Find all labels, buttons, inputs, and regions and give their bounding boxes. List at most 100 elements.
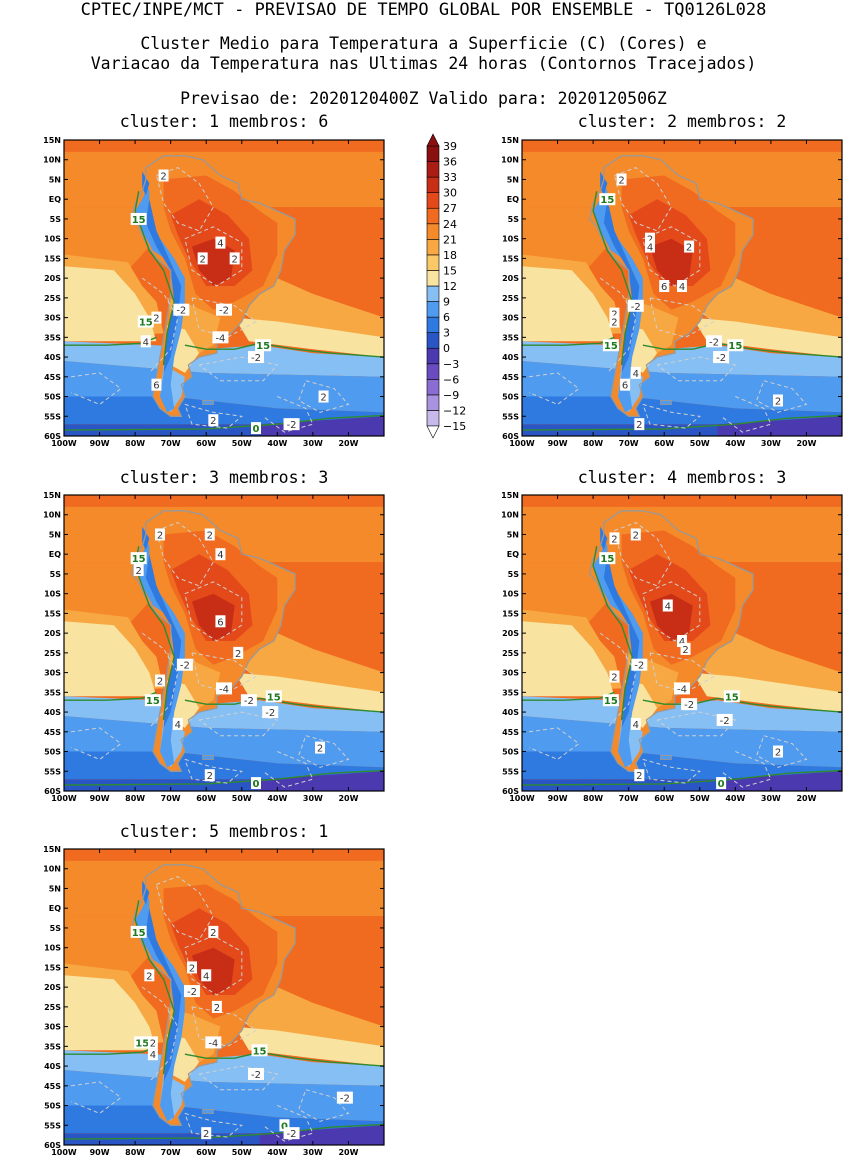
svg-text:15: 15: [267, 692, 281, 703]
colorbar-level-label: 39: [443, 140, 457, 153]
lat-tick-label: 35S: [502, 688, 519, 697]
panel-title-cluster-3: cluster: 3 membros: 3: [119, 468, 329, 487]
temperature-contour-label: 15: [251, 1044, 268, 1057]
colorbar-level-label: 3: [443, 327, 450, 340]
temperature-contour-label: 15: [602, 694, 619, 707]
lat-tick-label: 25S: [502, 294, 519, 303]
svg-text:4: 4: [175, 720, 181, 731]
lon-tick-label: 100W: [51, 1148, 77, 1157]
lon-tick-label: 90W: [548, 794, 568, 803]
svg-text:6: 6: [622, 381, 628, 392]
lat-tick-label: 5N: [49, 530, 61, 539]
svg-text:2: 2: [611, 673, 617, 684]
svg-text:2: 2: [135, 566, 141, 577]
svg-text:-2: -2: [720, 716, 730, 727]
svg-text:-2: -2: [287, 1129, 297, 1140]
lat-tick-label: 50S: [502, 748, 519, 757]
lat-tick-label: 30S: [44, 1023, 61, 1032]
lon-tick-label: 80W: [583, 439, 603, 448]
lon-tick-label: 90W: [90, 1148, 110, 1157]
temperature-contour-label: 0: [716, 777, 727, 790]
lat-tick-label: 15N: [501, 136, 519, 145]
svg-text:2: 2: [203, 1129, 209, 1140]
svg-text:2: 2: [618, 175, 624, 186]
anomaly-contour-label: 2: [204, 769, 215, 782]
svg-text:2: 2: [231, 254, 237, 265]
anomaly-contour-label: 4: [215, 236, 226, 250]
panel-title-cluster-2: cluster: 2 membros: 2: [577, 112, 787, 131]
svg-text:15: 15: [132, 554, 146, 565]
svg-text:2: 2: [207, 771, 213, 782]
lon-tick-label: 50W: [690, 794, 710, 803]
anomaly-contour-label: 6: [151, 378, 162, 392]
anomaly-contour-label: 4: [201, 969, 212, 982]
svg-text:2: 2: [157, 530, 163, 541]
anomaly-contour-label: -2: [216, 303, 232, 317]
anomaly-contour-label: -2: [283, 1127, 300, 1140]
temperature-contour-label: 15: [144, 694, 161, 707]
lat-tick-label: 40S: [44, 708, 61, 717]
anomaly-contour-label: -4: [205, 1036, 222, 1049]
colorbar-level-label: 12: [443, 280, 457, 293]
lon-tick-label: 70W: [161, 439, 181, 448]
temperature-contour-label: 0: [251, 422, 261, 435]
svg-text:2: 2: [636, 771, 642, 782]
lat-tick-label: 50S: [44, 1102, 61, 1111]
anomaly-contour-label: 2: [609, 670, 620, 684]
anomaly-contour-label: 2: [318, 390, 329, 404]
svg-text:2: 2: [320, 393, 326, 404]
anomaly-contour-label: -2: [283, 418, 300, 431]
svg-text:-2: -2: [251, 1070, 261, 1081]
anomaly-contour-label: 2: [684, 240, 695, 254]
lat-tick-label: 35S: [44, 688, 61, 697]
lat-tick-label: 10S: [44, 944, 61, 953]
panel-title-cluster-5: cluster: 5 membros: 1: [119, 822, 329, 841]
colorbar-swatch: [426, 176, 440, 193]
lon-tick-label: 40W: [267, 439, 287, 448]
anomaly-contour-label: 4: [677, 280, 687, 293]
temperature-contour-label: 15: [255, 339, 272, 352]
svg-text:-4: -4: [677, 684, 687, 695]
svg-text:6: 6: [661, 282, 667, 293]
lat-tick-label: 60S: [502, 432, 519, 441]
colorbar-level-label: −12: [443, 404, 466, 417]
colorbar-swatch: [426, 347, 440, 365]
anomaly-contour-label: -2: [336, 1091, 353, 1105]
anomaly-contour-label: 2: [609, 315, 620, 329]
svg-text:15: 15: [135, 1038, 149, 1049]
anomaly-contour-label: -2: [627, 299, 644, 313]
lat-tick-label: 10N: [501, 511, 519, 520]
anomaly-contour-label: 2: [630, 528, 641, 541]
lon-tick-label: 80W: [125, 439, 145, 448]
svg-text:4: 4: [217, 239, 223, 250]
lon-tick-label: 80W: [125, 794, 145, 803]
svg-text:4: 4: [217, 550, 223, 561]
svg-text:2: 2: [207, 530, 213, 541]
figure-title-line-3: Variacao da Temperatura nas Ultimas 24 h…: [90, 54, 757, 73]
colorbar-level-label: 30: [443, 187, 457, 200]
svg-text:15: 15: [132, 215, 146, 226]
colorbar-swatch: [426, 239, 440, 256]
anomaly-contour-label: 2: [634, 418, 645, 431]
lat-tick-label: 10S: [44, 590, 61, 599]
svg-text:-4: -4: [215, 333, 225, 344]
lat-tick-label: 40S: [44, 353, 61, 362]
lon-tick-label: 40W: [267, 794, 287, 803]
temperature-contour-label: 15: [137, 315, 154, 329]
temperature-contour-label: 15: [599, 552, 616, 565]
map-panel-cluster-4: 15N 10N 5N EQ 5S 10S 15S 20S 25S 30S 35S 40S 45S 50S 5…: [501, 491, 843, 803]
lat-tick-label: 5N: [507, 530, 519, 539]
lat-tick-label: 15S: [44, 254, 61, 263]
temperature-contour-label: 15: [602, 339, 619, 352]
svg-text:15: 15: [600, 195, 614, 206]
lat-tick-label: 35S: [44, 333, 61, 342]
colorbar-level-label: 24: [443, 218, 457, 231]
anomaly-contour-label: -4: [674, 682, 690, 695]
svg-text:15: 15: [132, 928, 146, 939]
lat-tick-label: 45S: [502, 728, 519, 737]
lat-tick-label: 5N: [49, 175, 61, 184]
anomaly-contour-label: -2: [716, 713, 733, 727]
svg-text:2: 2: [235, 649, 241, 660]
anomaly-contour-label: 2: [773, 745, 783, 759]
